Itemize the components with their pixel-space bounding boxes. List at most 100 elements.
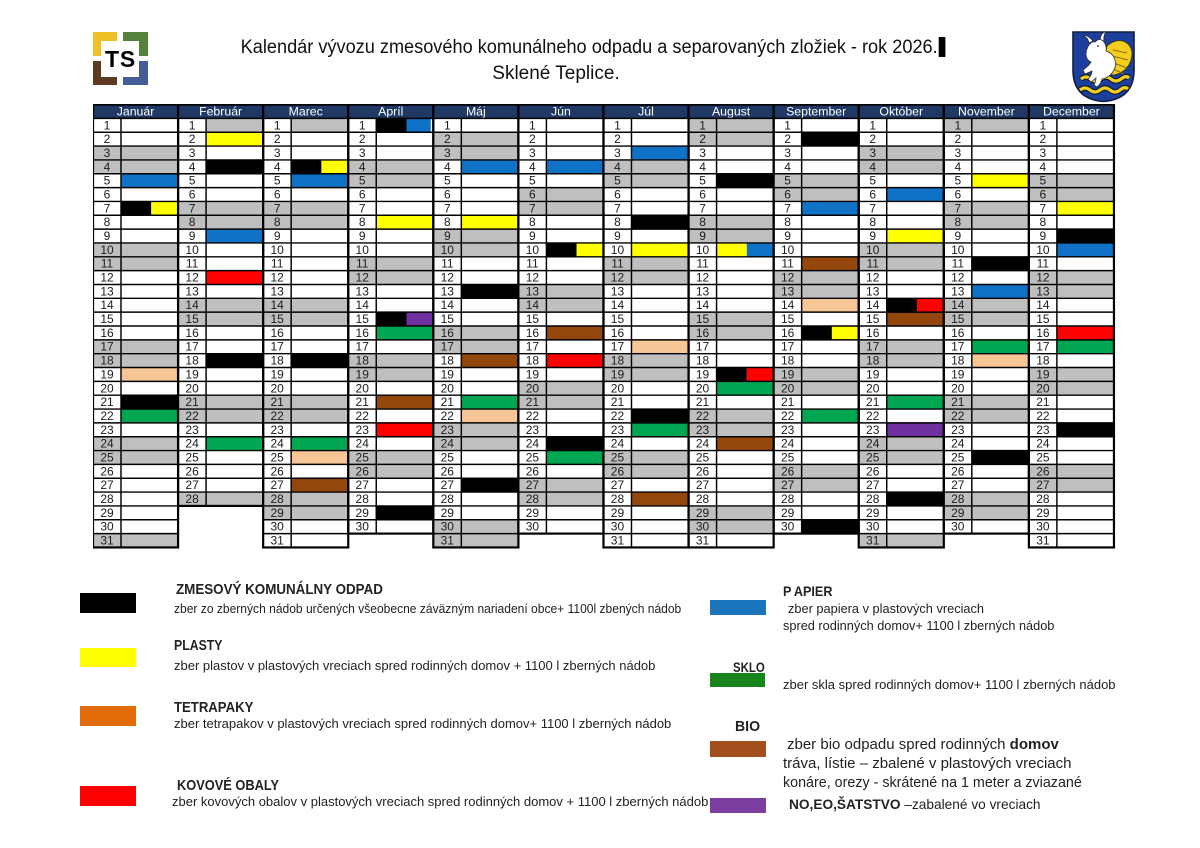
svg-text:24: 24 [270,437,284,451]
svg-text:20: 20 [526,381,540,395]
svg-text:17: 17 [356,340,370,354]
svg-text:9: 9 [444,229,451,243]
svg-text:30: 30 [951,520,965,534]
svg-text:9: 9 [189,229,196,243]
svg-text:8: 8 [869,215,876,229]
svg-text:16: 16 [781,326,795,340]
svg-text:1: 1 [614,118,621,132]
svg-text:22: 22 [611,409,625,423]
svg-text:28: 28 [1036,492,1050,506]
svg-text:25: 25 [526,450,540,464]
svg-text:19: 19 [526,367,540,381]
svg-text:22: 22 [781,409,795,423]
svg-text:16: 16 [951,326,965,340]
svg-text:25: 25 [441,450,455,464]
svg-text:15: 15 [866,312,880,326]
svg-text:16: 16 [185,326,199,340]
svg-text:31: 31 [611,534,625,548]
svg-text:17: 17 [100,340,114,354]
svg-text:8: 8 [444,215,451,229]
svg-text:10: 10 [185,243,199,257]
svg-text:21: 21 [781,395,795,409]
svg-text:6: 6 [614,188,621,202]
svg-text:9: 9 [699,229,706,243]
svg-text:16: 16 [1036,326,1050,340]
svg-text:23: 23 [356,423,370,437]
svg-text:7: 7 [869,201,876,215]
svg-text:2: 2 [614,132,621,146]
svg-text:1: 1 [274,118,281,132]
svg-text:27: 27 [270,478,284,492]
svg-text:Apríl: Apríl [378,105,403,119]
svg-text:11: 11 [781,257,794,271]
svg-text:7: 7 [274,201,281,215]
svg-text:26: 26 [781,464,795,478]
svg-text:10: 10 [611,243,625,257]
svg-text:7: 7 [529,201,536,215]
svg-text:24: 24 [866,437,880,451]
svg-text:21: 21 [696,395,710,409]
svg-text:23: 23 [611,423,625,437]
svg-text:15: 15 [951,312,965,326]
svg-text:4: 4 [444,160,451,174]
svg-text:18: 18 [356,354,370,368]
svg-text:13: 13 [526,284,540,298]
svg-text:30: 30 [611,520,625,534]
svg-text:17: 17 [441,340,455,354]
svg-text:13: 13 [696,284,710,298]
svg-text:16: 16 [696,326,710,340]
svg-text:29: 29 [1036,506,1050,520]
svg-text:2: 2 [1040,132,1047,146]
svg-text:30: 30 [866,520,880,534]
svg-text:7: 7 [784,201,791,215]
svg-text:24: 24 [696,437,710,451]
svg-text:14: 14 [356,298,370,312]
svg-text:7: 7 [954,201,961,215]
svg-text:13: 13 [100,284,114,298]
svg-text:28: 28 [526,492,540,506]
svg-text:1: 1 [529,118,536,132]
svg-text:20: 20 [951,381,965,395]
svg-text:12: 12 [526,271,540,285]
svg-text:7: 7 [189,201,196,215]
svg-text:27: 27 [356,478,370,492]
svg-text:3: 3 [444,146,451,160]
svg-text:10: 10 [356,243,370,257]
svg-text:21: 21 [526,395,540,409]
svg-text:August: August [712,105,751,119]
svg-text:4: 4 [359,160,366,174]
svg-text:26: 26 [356,464,370,478]
svg-text:15: 15 [696,312,710,326]
svg-text:26: 26 [1036,464,1050,478]
svg-text:20: 20 [441,381,455,395]
svg-text:14: 14 [526,298,540,312]
svg-text:29: 29 [526,506,540,520]
svg-text:15: 15 [185,312,199,326]
svg-text:5: 5 [359,174,366,188]
svg-text:16: 16 [611,326,625,340]
svg-text:16: 16 [441,326,455,340]
svg-text:5: 5 [529,174,536,188]
svg-text:14: 14 [185,298,199,312]
svg-text:28: 28 [356,492,370,506]
svg-text:30: 30 [270,520,284,534]
svg-text:11: 11 [356,257,369,271]
svg-text:Jún: Jún [551,105,571,119]
svg-text:22: 22 [866,409,880,423]
svg-text:22: 22 [526,409,540,423]
svg-text:23: 23 [270,423,284,437]
svg-text:20: 20 [696,381,710,395]
svg-text:19: 19 [100,367,114,381]
svg-text:2: 2 [274,132,281,146]
svg-text:6: 6 [444,188,451,202]
svg-text:10: 10 [951,243,965,257]
svg-text:13: 13 [270,284,284,298]
svg-text:29: 29 [270,506,284,520]
svg-text:6: 6 [954,188,961,202]
svg-text:13: 13 [611,284,625,298]
svg-text:30: 30 [356,520,370,534]
svg-text:15: 15 [441,312,455,326]
svg-text:26: 26 [100,464,114,478]
svg-text:4: 4 [529,160,536,174]
svg-text:8: 8 [699,215,706,229]
